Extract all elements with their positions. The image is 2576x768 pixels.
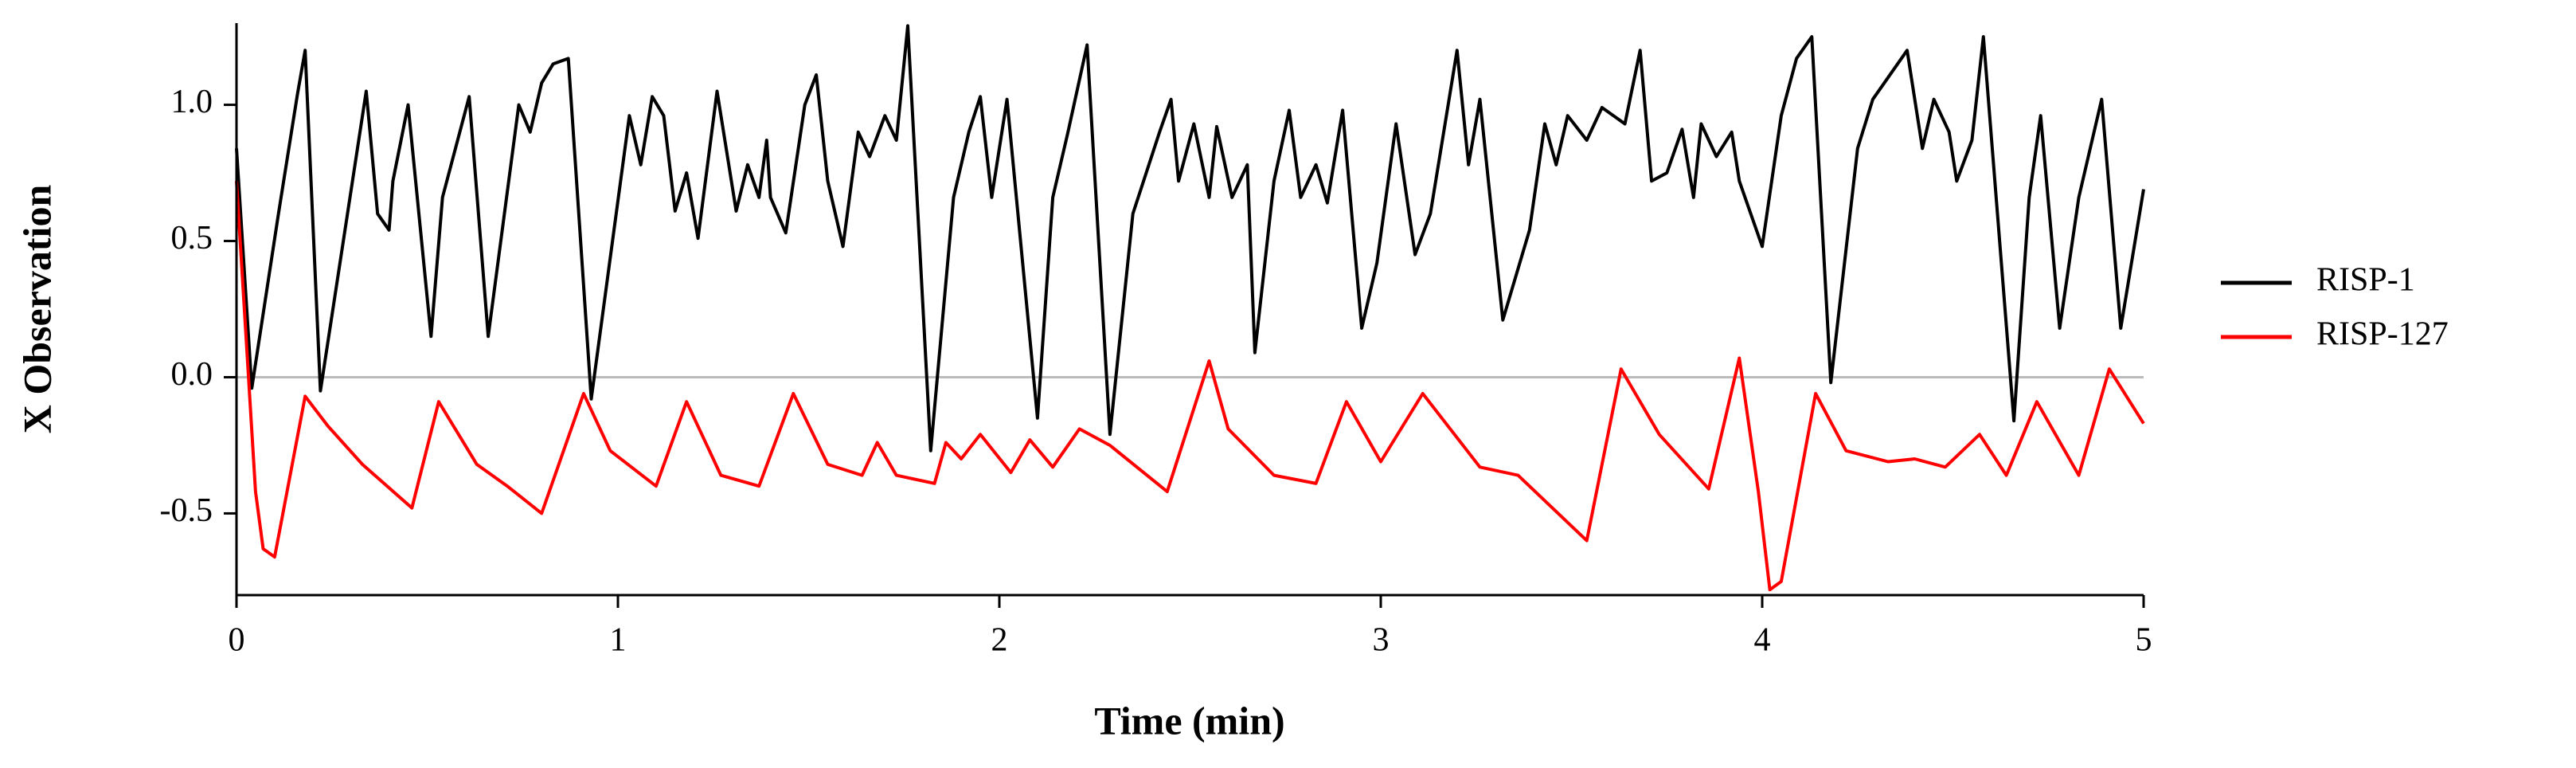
y-tick-label: -0.5 bbox=[160, 492, 213, 529]
x-tick-label: 0 bbox=[229, 622, 245, 659]
line-series bbox=[235, 24, 2145, 453]
legend-label: RISP-127 bbox=[2316, 316, 2449, 353]
x-axis-label: Time (min) bbox=[1094, 698, 1284, 743]
x-tick-label: 3 bbox=[1373, 622, 1390, 659]
line-series bbox=[235, 181, 2145, 592]
y-tick-label: 0.5 bbox=[171, 220, 213, 257]
x-tick-label: 4 bbox=[1754, 622, 1771, 659]
y-axis-label: X Observation bbox=[14, 185, 59, 434]
y-tick-label: 0.0 bbox=[171, 356, 213, 393]
legend-label: RISP-1 bbox=[2316, 262, 2415, 299]
x-tick-label: 5 bbox=[2136, 622, 2152, 659]
x-tick-label: 2 bbox=[991, 622, 1008, 659]
y-tick-label: 1.0 bbox=[171, 84, 213, 120]
x-tick-label: 1 bbox=[610, 622, 627, 659]
